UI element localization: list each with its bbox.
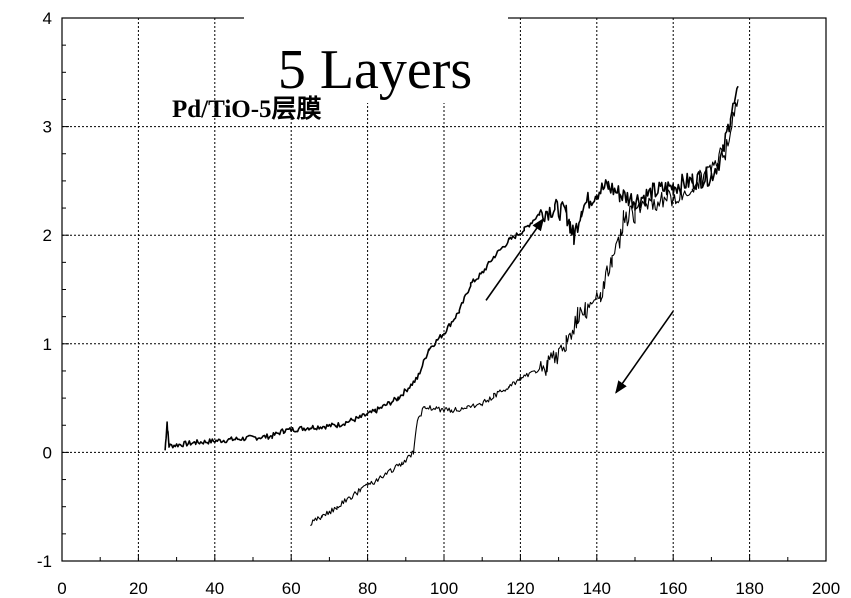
y-tick-label: 0 <box>43 443 52 462</box>
x-tick-label: 80 <box>358 579 377 598</box>
x-tick-label: 0 <box>57 579 66 598</box>
series-group <box>164 85 739 526</box>
x-tick-label: 120 <box>506 579 534 598</box>
arrow-up <box>485 217 545 301</box>
x-tick-label: 40 <box>205 579 224 598</box>
y-tick-label: 2 <box>43 226 52 245</box>
x-tick-label: 20 <box>129 579 148 598</box>
chart-subtitle: Pd/TiO-5层膜 <box>172 95 322 123</box>
tick-labels: 0 20 40 60 80 100 120 140 160 180 200 -1 0 1 2 3 4 <box>37 9 840 598</box>
arrow-group <box>485 217 674 394</box>
y-tick-label: 3 <box>43 118 52 137</box>
arrow-down <box>615 310 674 394</box>
series-line <box>310 99 739 526</box>
y-tick-label: 1 <box>43 335 52 354</box>
x-tick-label: 160 <box>659 579 687 598</box>
grid <box>62 18 826 561</box>
title-background <box>244 5 508 103</box>
x-tick-label: 140 <box>583 579 611 598</box>
x-tick-label: 200 <box>812 579 840 598</box>
x-tick-label: 180 <box>735 579 763 598</box>
chart-title: 5 Layers <box>278 39 472 101</box>
y-tick-label: -1 <box>37 552 52 571</box>
series-line <box>164 85 739 451</box>
x-tick-label: 100 <box>430 579 458 598</box>
x-tick-label: 60 <box>282 579 301 598</box>
y-tick-label: 4 <box>43 9 52 28</box>
